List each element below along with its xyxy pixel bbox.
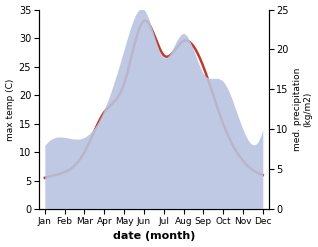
Y-axis label: max temp (C): max temp (C) bbox=[5, 78, 15, 141]
Y-axis label: med. precipitation
(kg/m2): med. precipitation (kg/m2) bbox=[293, 68, 313, 151]
X-axis label: date (month): date (month) bbox=[113, 231, 195, 242]
